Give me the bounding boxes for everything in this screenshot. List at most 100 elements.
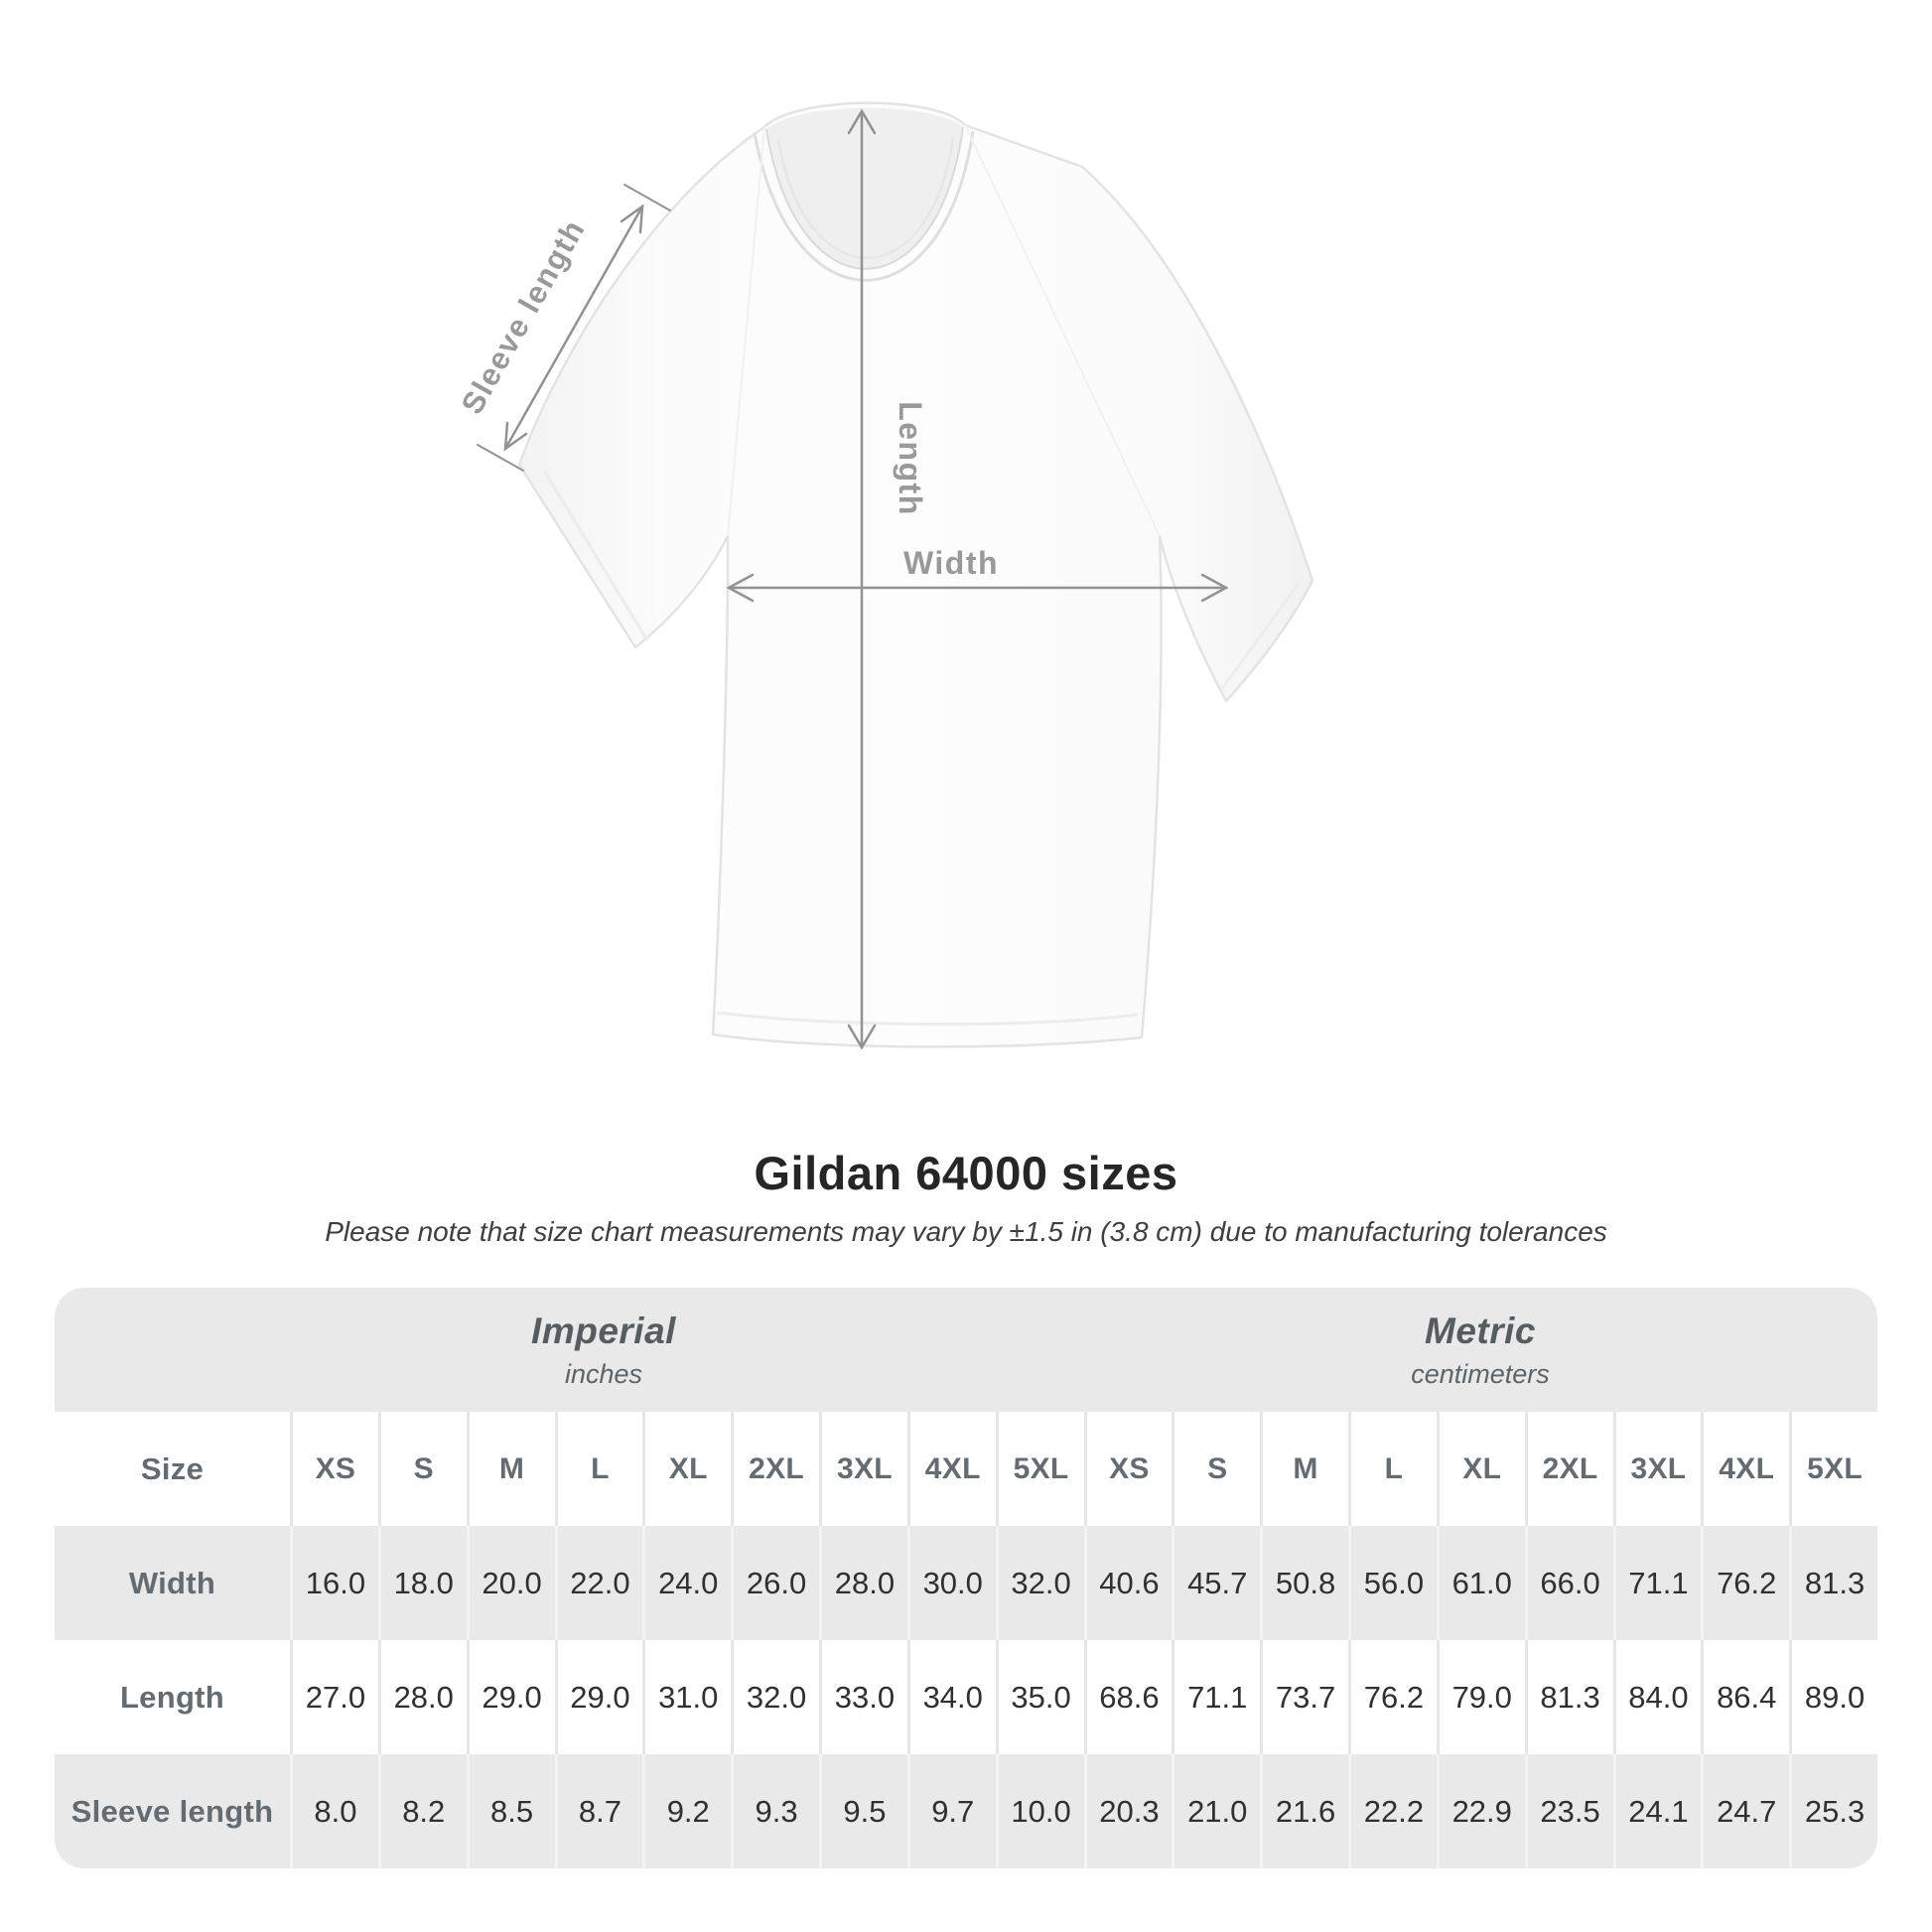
value-cell-imperial: 32.0 — [995, 1526, 1084, 1640]
value-cell-metric: 71.1 — [1172, 1640, 1260, 1754]
value-cell-metric: 23.5 — [1524, 1754, 1613, 1868]
value-cell-imperial: 9.2 — [642, 1754, 731, 1868]
value-cell-imperial: 10.0 — [995, 1754, 1084, 1868]
value-cell-imperial: 27.0 — [290, 1640, 378, 1754]
unit-group-header-row: Imperial inches Metric centimeters — [55, 1288, 1877, 1412]
value-cell-metric: 40.6 — [1083, 1526, 1173, 1640]
value-cell-imperial: 33.0 — [819, 1640, 907, 1754]
size-column-header-metric: L — [1348, 1412, 1437, 1526]
value-cell-imperial: 8.5 — [466, 1754, 555, 1868]
size-corner-label: Size — [140, 1450, 205, 1486]
size-column-header-imperial: 5XL — [995, 1412, 1084, 1526]
row-label: Width — [128, 1565, 216, 1600]
metric-unit-label: centimeters — [1411, 1358, 1550, 1389]
size-column-header-metric: M — [1260, 1412, 1348, 1526]
value-cell-metric: 89.0 — [1789, 1640, 1877, 1754]
value-cell-imperial: 28.0 — [377, 1640, 467, 1754]
size-header-row: Size XS S M L XL 2XL 3XL 4XL 5XL XS S M L XL 2XL 3XL 4XL 5… — [55, 1412, 1877, 1526]
size-column-header-imperial: XL — [642, 1412, 731, 1526]
size-column-header-metric: 5XL — [1789, 1412, 1877, 1526]
page-title: Gildan 64000 sizes — [754, 1147, 1178, 1199]
value-cell-imperial: 9.3 — [731, 1754, 819, 1868]
size-column-header-imperial: XS — [290, 1412, 378, 1526]
value-cell-imperial: 8.0 — [290, 1754, 378, 1868]
value-cell-metric: 56.0 — [1348, 1526, 1437, 1640]
value-cell-metric: 81.3 — [1524, 1640, 1613, 1754]
imperial-unit-label: inches — [564, 1358, 643, 1389]
value-cell-metric: 68.6 — [1083, 1640, 1173, 1754]
size-table-grid: Size XS S M L XL 2XL 3XL 4XL 5XL XS S M L XL 2XL 3XL 4XL 5… — [55, 1412, 1877, 1868]
length-arrow — [847, 108, 877, 1050]
value-cell-imperial: 8.7 — [554, 1754, 643, 1868]
value-cell-imperial: 9.7 — [906, 1754, 996, 1868]
size-column-header-metric: 2XL — [1524, 1412, 1613, 1526]
metric-group-header: Metric centimeters — [1083, 1288, 1877, 1412]
value-cell-imperial: 32.0 — [731, 1640, 819, 1754]
value-cell-metric: 22.2 — [1348, 1754, 1437, 1868]
value-cell-metric: 45.7 — [1172, 1526, 1260, 1640]
measurement-row: Length 27.0 28.0 29.0 29.0 31.0 32.0 33.0 34.0 35… — [55, 1640, 1877, 1754]
size-column-header-imperial: L — [554, 1412, 643, 1526]
value-cell-metric: 24.7 — [1701, 1754, 1789, 1868]
value-cell-imperial: 24.0 — [642, 1526, 731, 1640]
value-cell-metric: 71.1 — [1612, 1526, 1702, 1640]
value-cell-metric: 81.3 — [1789, 1526, 1877, 1640]
value-cell-imperial: 20.0 — [466, 1526, 555, 1640]
tshirt-measurement-diagram: Sleeve length Length Width — [455, 101, 1314, 1050]
metric-label: Metric — [1425, 1310, 1536, 1351]
value-cell-imperial: 16.0 — [290, 1526, 378, 1640]
size-column-header-metric: XS — [1083, 1412, 1173, 1526]
row-label: Sleeve length — [70, 1793, 274, 1829]
value-cell-imperial: 31.0 — [642, 1640, 731, 1754]
value-cell-metric: 22.9 — [1436, 1754, 1525, 1868]
measurement-row: Width 16.0 18.0 20.0 22.0 24.0 26.0 28.0 30.0 32.… — [55, 1526, 1877, 1640]
value-cell-metric: 73.7 — [1260, 1640, 1348, 1754]
value-cell-imperial: 29.0 — [554, 1640, 643, 1754]
imperial-group-header: Imperial inches — [55, 1288, 1083, 1412]
tolerance-note: Please note that size chart measurements… — [325, 1216, 1607, 1247]
imperial-label: Imperial — [531, 1310, 676, 1351]
width-arrow — [726, 573, 1229, 603]
size-column-header-metric: XL — [1436, 1412, 1525, 1526]
value-cell-imperial: 9.5 — [819, 1754, 907, 1868]
value-cell-imperial: 28.0 — [819, 1526, 907, 1640]
value-cell-metric: 61.0 — [1436, 1526, 1525, 1640]
size-column-header-metric: 4XL — [1701, 1412, 1789, 1526]
size-column-header-imperial: M — [466, 1412, 555, 1526]
value-cell-metric: 66.0 — [1524, 1526, 1613, 1640]
size-column-header-metric: S — [1172, 1412, 1260, 1526]
size-table: Imperial inches Metric centimeters Size X… — [55, 1288, 1877, 1868]
size-column-header-imperial: 4XL — [906, 1412, 996, 1526]
value-cell-metric: 21.0 — [1172, 1754, 1260, 1868]
size-column-header-imperial: S — [377, 1412, 467, 1526]
value-cell-imperial: 22.0 — [554, 1526, 643, 1640]
value-cell-imperial: 35.0 — [995, 1640, 1084, 1754]
value-cell-metric: 76.2 — [1348, 1640, 1437, 1754]
tshirt-photo — [517, 101, 1314, 1048]
row-label: Length — [119, 1679, 225, 1715]
value-cell-metric: 84.0 — [1612, 1640, 1702, 1754]
measurement-row: Sleeve length 8.0 8.2 8.5 8.7 9.2 9.3 9.5 9.7 10.… — [55, 1754, 1877, 1868]
value-cell-metric: 21.6 — [1260, 1754, 1348, 1868]
value-cell-imperial: 29.0 — [466, 1640, 555, 1754]
value-cell-imperial: 34.0 — [906, 1640, 996, 1754]
value-cell-imperial: 8.2 — [377, 1754, 467, 1868]
width-label: Width — [903, 545, 999, 581]
value-cell-metric: 86.4 — [1701, 1640, 1789, 1754]
value-cell-metric: 25.3 — [1789, 1754, 1877, 1868]
length-label: Length — [893, 401, 928, 516]
value-cell-imperial: 18.0 — [377, 1526, 467, 1640]
size-column-header-metric: 3XL — [1612, 1412, 1702, 1526]
size-column-header-imperial: 3XL — [819, 1412, 907, 1526]
value-cell-imperial: 30.0 — [906, 1526, 996, 1640]
value-cell-imperial: 26.0 — [731, 1526, 819, 1640]
size-column-header-imperial: 2XL — [731, 1412, 819, 1526]
measurement-arrows — [477, 108, 1229, 1050]
value-cell-metric: 76.2 — [1701, 1526, 1789, 1640]
sleeve-length-arrow — [477, 184, 671, 472]
value-cell-metric: 24.1 — [1612, 1754, 1702, 1868]
value-cell-metric: 50.8 — [1260, 1526, 1348, 1640]
value-cell-metric: 20.3 — [1083, 1754, 1173, 1868]
value-cell-metric: 79.0 — [1436, 1640, 1525, 1754]
